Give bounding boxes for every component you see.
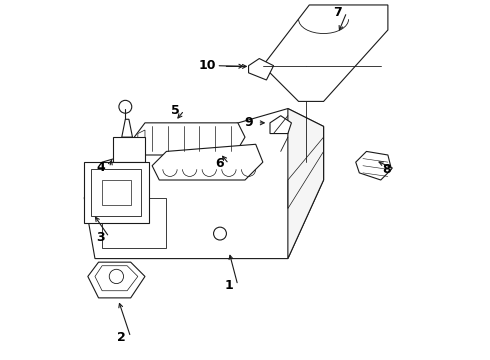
Polygon shape <box>84 162 148 223</box>
Polygon shape <box>248 59 273 80</box>
Polygon shape <box>134 123 245 155</box>
Text: 3: 3 <box>96 231 105 244</box>
Polygon shape <box>113 137 145 162</box>
Polygon shape <box>356 152 392 180</box>
Polygon shape <box>152 144 263 180</box>
Text: 10: 10 <box>199 59 216 72</box>
Text: 6: 6 <box>216 157 224 170</box>
Text: 2: 2 <box>118 331 126 344</box>
Polygon shape <box>88 262 145 298</box>
Text: 5: 5 <box>171 104 180 117</box>
Polygon shape <box>263 5 388 102</box>
Polygon shape <box>84 109 323 258</box>
Polygon shape <box>288 109 323 258</box>
Polygon shape <box>270 116 292 134</box>
Text: 8: 8 <box>382 163 391 176</box>
Text: 7: 7 <box>334 6 342 19</box>
Text: 1: 1 <box>224 279 233 292</box>
Text: 4: 4 <box>96 161 105 174</box>
Text: 9: 9 <box>244 116 253 129</box>
